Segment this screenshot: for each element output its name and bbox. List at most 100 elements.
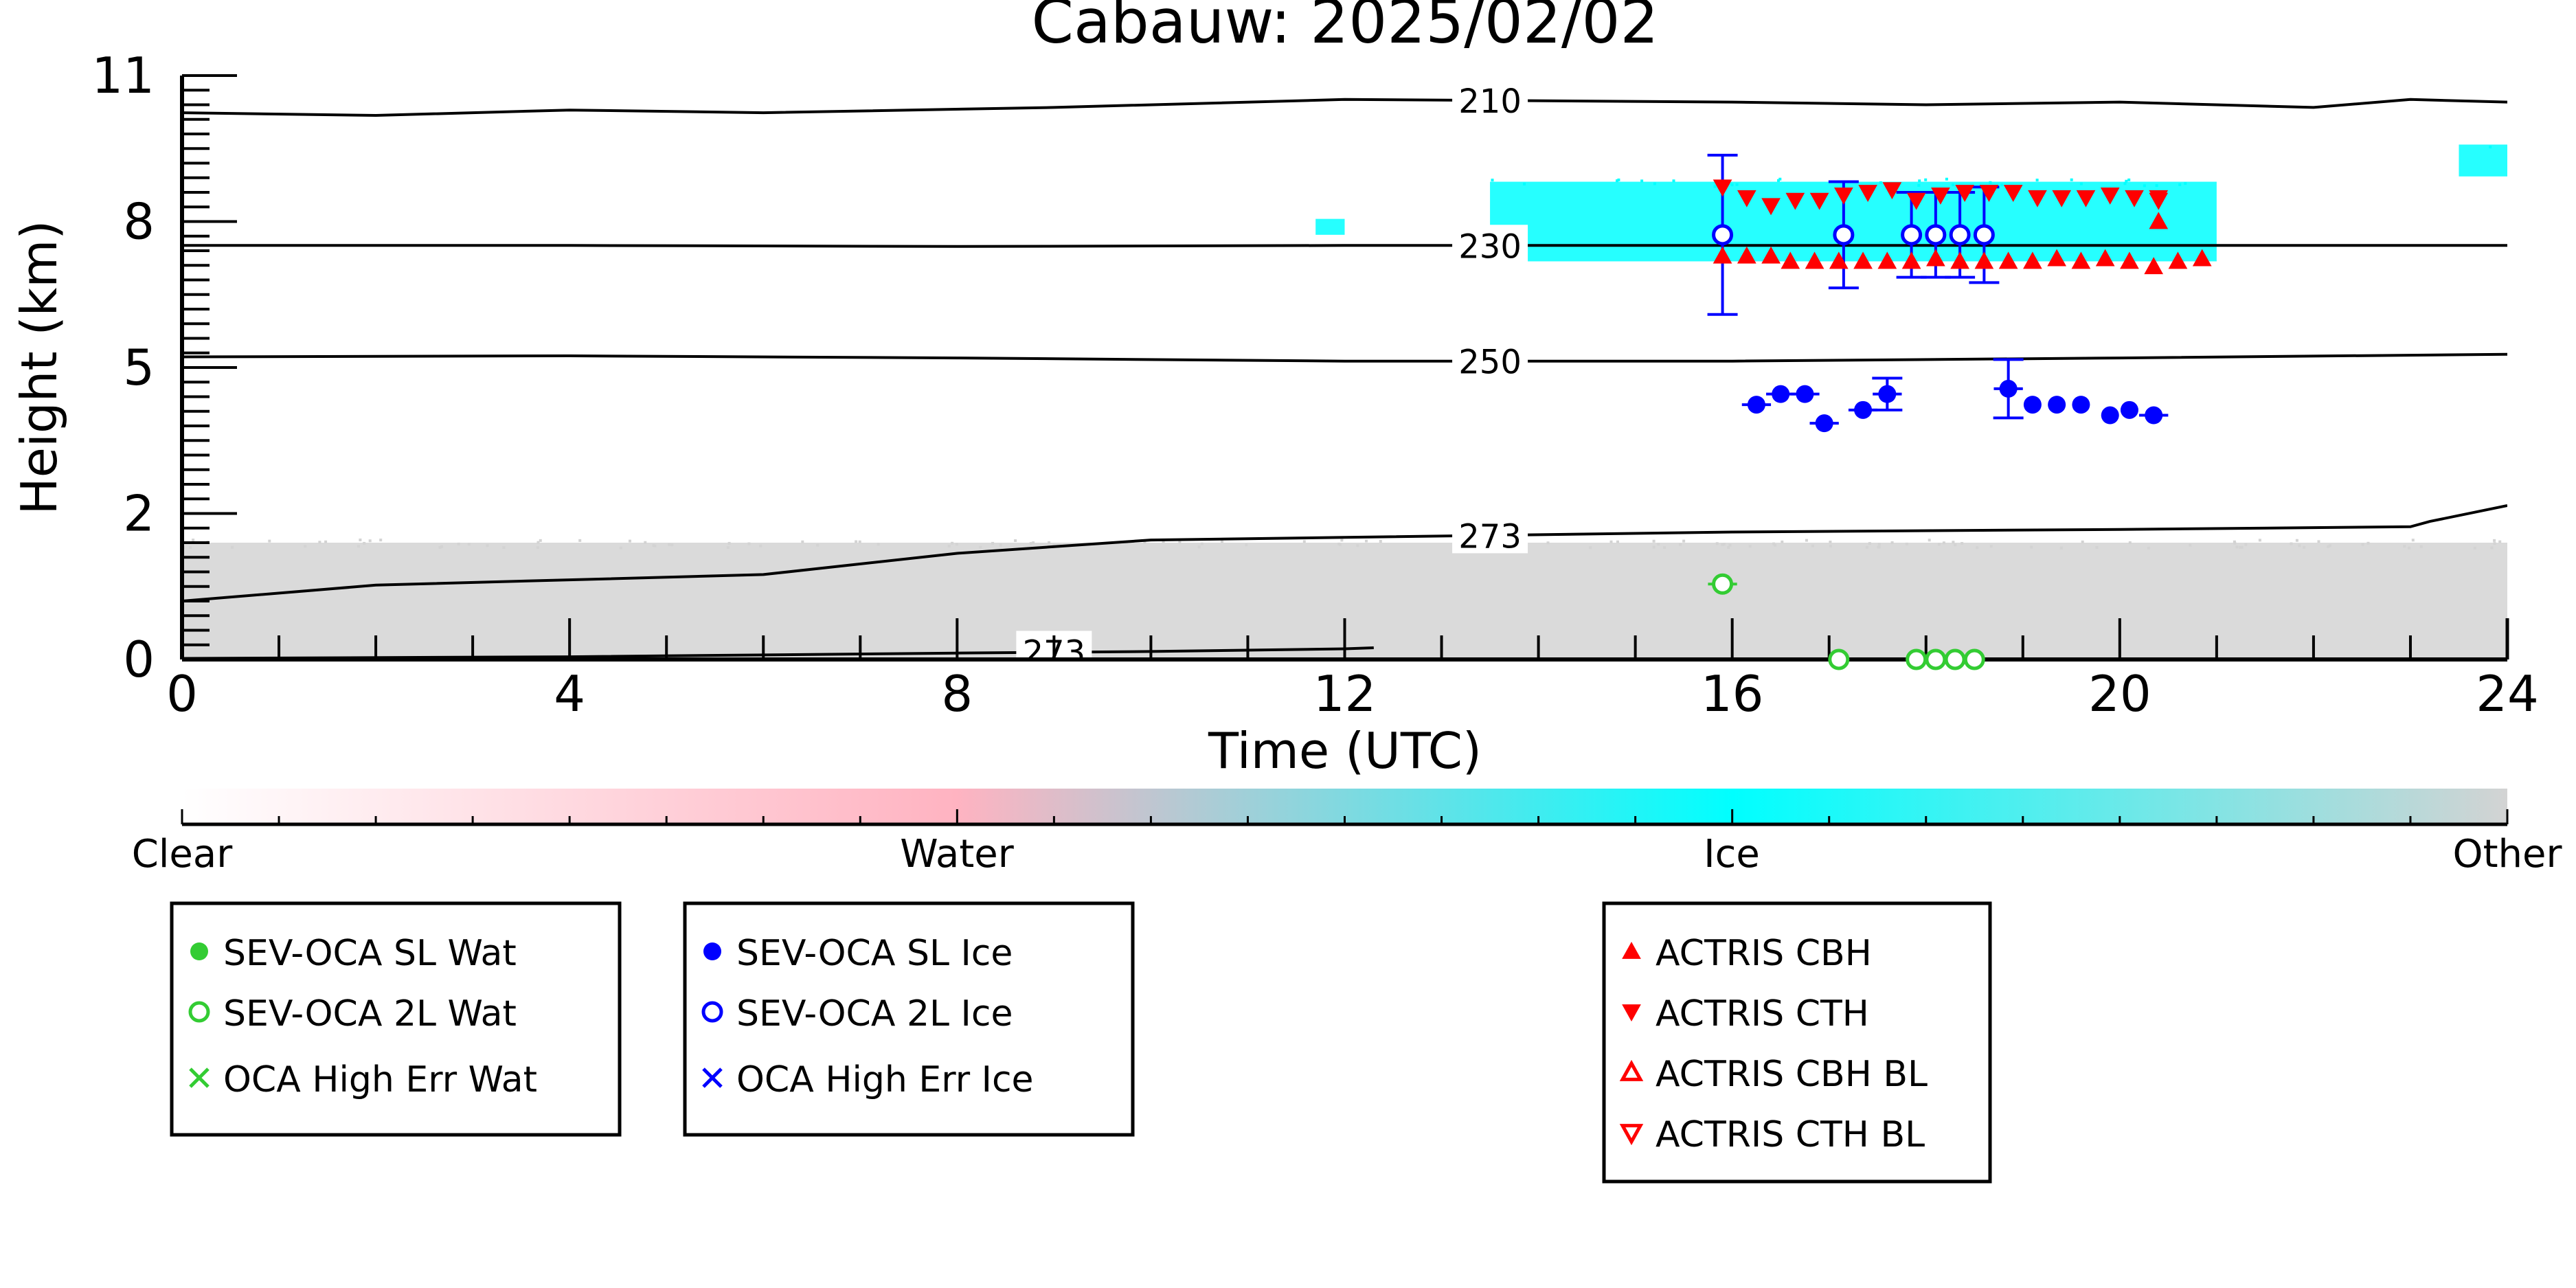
legend-item: ACTRIS CTH BL — [1619, 1114, 1925, 1155]
marker-triangle-down — [1622, 1004, 1641, 1022]
legend-item: ACTRIS CTH — [1622, 993, 1869, 1035]
legend-item: ACTRIS CBH BL — [1619, 1054, 1928, 1095]
marker-filled-circle — [1878, 385, 1897, 403]
legend-label: OCA High Err Ice — [736, 1059, 1034, 1100]
marker-open-circle — [1973, 224, 1995, 246]
marker-open-circle — [701, 1001, 723, 1023]
legend-item: SEV-OCA SL Ice — [703, 933, 1013, 974]
marker-triangle-down — [1858, 185, 1877, 203]
marker-triangle-down — [1809, 192, 1829, 210]
marker-triangle-up — [1950, 251, 1969, 269]
marker-open-circle — [188, 1001, 210, 1023]
marker-triangle-down — [1713, 179, 1732, 197]
marker-filled-circle — [1796, 385, 1814, 403]
marker-triangle-down — [2100, 187, 2120, 205]
marker-filled-circle — [190, 942, 208, 960]
marker-triangle-down — [1761, 198, 1781, 216]
marker-triangle-down — [2028, 190, 2047, 207]
marker-triangle-up — [1805, 251, 1824, 269]
legend-label: ACTRIS CBH BL — [1656, 1054, 1928, 1095]
marker-open-circle — [1963, 648, 1985, 670]
contour-label: 210 — [1458, 82, 1522, 121]
legend-item: SEV-OCA SL Wat — [190, 933, 517, 974]
marker-triangle-down — [1619, 1124, 1644, 1146]
legend-label: SEV-OCA SL Ice — [736, 933, 1013, 974]
contour-line — [182, 244, 2507, 248]
marker-triangle-up — [2023, 251, 2042, 269]
legend-item: OCA High Err Ice — [702, 1059, 1034, 1100]
x-tick-label: 20 — [2088, 665, 2151, 723]
marker-filled-circle — [1772, 385, 1790, 403]
legend-item: SEV-OCA 2L Ice — [701, 993, 1013, 1035]
y-tick-label: 5 — [123, 339, 155, 396]
marker-filled-circle — [2120, 400, 2138, 419]
marker-triangle-down — [2003, 185, 2023, 203]
legend-label: SEV-OCA 2L Ice — [736, 993, 1013, 1035]
x-tick-label: 12 — [1313, 665, 1377, 723]
marker-triangle-up — [1622, 941, 1641, 959]
classification-colorbar: Clear Water Ice Other — [132, 789, 2562, 877]
marker-filled-circle — [2101, 406, 2119, 425]
marker-open-circle — [1901, 224, 1923, 246]
contour-label-bg — [1452, 515, 1528, 554]
marker-x — [189, 1067, 210, 1088]
x-tick-label: 16 — [1701, 665, 1764, 723]
marker-triangle-up — [1998, 251, 2018, 269]
legend-label: SEV-OCA 2L Wat — [223, 993, 517, 1035]
marker-triangle-down — [1834, 187, 1853, 205]
region-edge-speckle — [2489, 146, 2492, 148]
contour-label-bg — [1452, 80, 1528, 119]
marker-triangle-up — [2047, 249, 2067, 267]
marker-triangle-down — [1931, 187, 1950, 205]
legend-item: OCA High Err Wat — [189, 1059, 537, 1100]
marker-triangle-down — [2149, 190, 2169, 207]
series-sev-oca-2l-wat — [1708, 573, 1985, 670]
marker-triangle-up — [1853, 251, 1873, 269]
region-fill — [1490, 181, 2217, 262]
legend-label: OCA High Err Wat — [223, 1059, 537, 1100]
region-edge-speckle — [182, 539, 2502, 550]
marker-open-circle — [1949, 224, 1971, 246]
marker-x — [702, 1067, 723, 1088]
region-ice — [1315, 218, 1345, 235]
marker-triangle-down — [1955, 185, 1975, 203]
x-tick-label: 24 — [2476, 665, 2539, 723]
series-actris-cth — [1713, 179, 2169, 216]
contour-label-bg — [1452, 225, 1528, 264]
legends: SEV-OCA SL Wat SEV-OCA 2L Wat OCA High Err… — [170, 901, 1992, 1184]
colorbar-ticks: Clear Water Ice Other — [132, 809, 2562, 877]
legend-item: SEV-OCA 2L Wat — [188, 993, 517, 1035]
colorbar-label: Clear — [132, 832, 233, 877]
marker-open-circle — [1828, 648, 1850, 670]
colorbar-label: Water — [900, 832, 1015, 877]
data-markers — [1707, 153, 2212, 670]
marker-triangle-up — [1619, 1059, 1644, 1081]
marker-open-circle — [1712, 573, 1734, 595]
marker-triangle-up — [2120, 251, 2139, 269]
marker-triangle-down — [1882, 182, 1902, 200]
marker-filled-circle — [2072, 396, 2090, 414]
legend-label: ACTRIS CTH — [1656, 993, 1869, 1035]
marker-open-circle — [1712, 224, 1734, 246]
marker-triangle-down — [2076, 190, 2096, 207]
legend-frame — [1602, 901, 1992, 1184]
marker-triangle-up — [2071, 251, 2091, 269]
contour-line — [182, 98, 2507, 117]
legend-box: ACTRIS CBH ACTRIS CTH ACTRIS CBH BL ACTRIS … — [1602, 901, 1992, 1184]
marker-triangle-down — [2052, 190, 2072, 207]
contour-line — [182, 504, 2507, 602]
contour-label: 230 — [1458, 227, 1522, 266]
plot-axes: 0 4 8 12 16 20 24 0 2 5 8 11 — [91, 47, 2538, 723]
contour-label-bg — [1452, 340, 1528, 379]
chart-title: Cabauw: 2025/02/02 — [1032, 0, 1659, 57]
marker-triangle-up — [2149, 212, 2169, 229]
marker-triangle-up — [1781, 251, 1800, 269]
legend-label: ACTRIS CBH — [1656, 933, 1872, 974]
y-axis-label: Height (km) — [10, 221, 68, 515]
marker-open-circle — [1906, 648, 1928, 670]
contour-label: 250 — [1458, 343, 1522, 382]
marker-filled-circle — [1815, 414, 1833, 433]
marker-triangle-up — [1877, 251, 1897, 269]
y-tick-label: 11 — [91, 47, 155, 104]
